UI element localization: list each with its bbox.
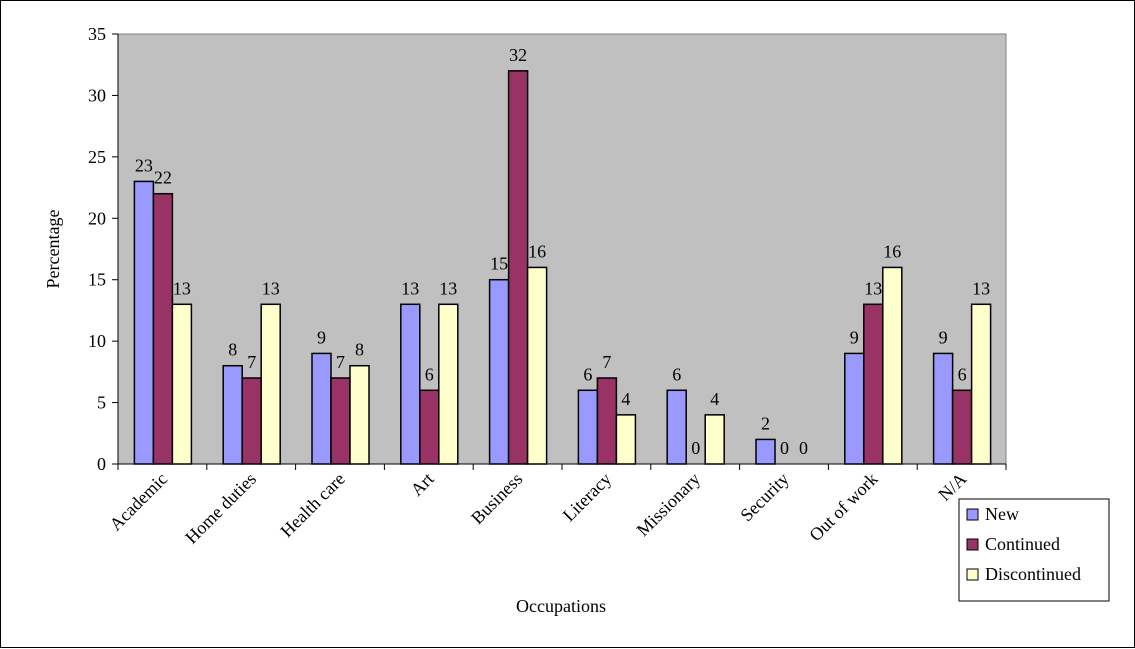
data-label: 13 — [262, 278, 280, 298]
bar-continued-out-of-work — [863, 303, 884, 465]
bar-new-art — [400, 303, 421, 465]
bar-continued-n-a — [951, 389, 973, 465]
data-label: 8 — [228, 340, 237, 360]
y-tick-label: 30 — [88, 85, 106, 105]
bar-continued-literacy — [596, 377, 618, 465]
bar-discontinued-academic — [171, 303, 193, 465]
legend-box — [958, 498, 1110, 602]
y-tick-labels: 0 5 10 15 20 25 30 35 — [88, 24, 106, 474]
data-label: 32 — [509, 45, 527, 65]
bar-new-home-duties — [222, 364, 243, 465]
bars-group — [133, 70, 992, 465]
data-label: 0 — [780, 438, 789, 458]
bar-new-missionary — [666, 389, 687, 465]
data-label: 13 — [972, 278, 990, 298]
legend-label-continued: Continued — [985, 534, 1060, 554]
data-label: 13 — [439, 278, 457, 298]
data-label: 9 — [850, 327, 859, 347]
bar-discontinued-health-care — [349, 364, 370, 465]
y-tick-label: 5 — [97, 393, 106, 413]
y-tick-label: 15 — [88, 270, 106, 290]
data-label: 9 — [939, 327, 948, 347]
y-tick-label: 10 — [88, 331, 106, 351]
x-tick-label: Out of work — [805, 469, 881, 545]
x-tick-label: Academic — [105, 469, 171, 535]
axes-group — [112, 33, 1007, 470]
data-label: 7 — [247, 352, 256, 372]
y-axis-title: Percentage — [43, 210, 63, 289]
data-label: 23 — [135, 155, 153, 175]
y-tick-label: 0 — [97, 454, 106, 474]
x-tick-label: Art — [407, 469, 438, 500]
x-tick-labels: Academic Home duties Health care Art Busines… — [105, 469, 970, 548]
x-tick-label: Health care — [276, 469, 348, 541]
x-tick-label: Literacy — [559, 469, 616, 526]
legend-label-new: New — [985, 504, 1019, 524]
y-tick-label: 35 — [88, 24, 106, 44]
y-tick-label: 25 — [88, 147, 106, 167]
data-label: 13 — [864, 278, 882, 298]
data-label: 0 — [799, 438, 808, 458]
bar-continued-business — [507, 70, 529, 465]
bar-new-health-care — [311, 352, 332, 465]
bar-discontinued-business — [526, 266, 548, 465]
data-label: 22 — [154, 168, 172, 188]
data-label: 7 — [336, 352, 345, 372]
data-label: 6 — [958, 364, 967, 384]
bar-discontinued-missionary — [704, 414, 725, 465]
data-label: 7 — [602, 352, 611, 372]
bar-new-business — [488, 278, 510, 465]
bar-discontinued-n-a — [970, 303, 992, 465]
legend-swatch-continued — [966, 538, 979, 551]
x-tick-label: Business — [467, 469, 526, 528]
bar-new-out-of-work — [844, 352, 865, 465]
x-tick-label: Home duties — [181, 469, 260, 548]
data-label: 16 — [883, 241, 901, 261]
bar-new-literacy — [577, 389, 599, 465]
data-label: 16 — [528, 241, 546, 261]
data-label: 8 — [355, 340, 364, 360]
legend-swatch-new — [966, 508, 979, 521]
bar-discontinued-literacy — [615, 414, 637, 465]
bar-discontinued-out-of-work — [882, 266, 903, 465]
bar-continued-academic — [152, 192, 174, 465]
x-axis-title: Occupations — [516, 596, 606, 616]
data-label: 13 — [173, 278, 191, 298]
data-label: 0 — [691, 438, 700, 458]
bar-continued-health-care — [330, 377, 351, 465]
legend-label-discontinued: Discontinued — [985, 564, 1081, 584]
data-label: 4 — [621, 389, 630, 409]
legend-swatch-discontinued — [966, 568, 979, 581]
x-tick-label: Security — [736, 469, 793, 526]
data-label: 2 — [761, 413, 770, 433]
data-label: 4 — [710, 389, 719, 409]
data-label: 6 — [583, 364, 592, 384]
y-tick-label: 20 — [88, 208, 106, 228]
data-label: 6 — [425, 364, 434, 384]
bar-new-security — [755, 438, 776, 465]
bar-continued-art — [419, 389, 440, 465]
bar-discontinued-art — [438, 303, 459, 465]
bar-continued-home-duties — [241, 377, 262, 465]
data-label: 9 — [317, 327, 326, 347]
data-label: 6 — [672, 364, 681, 384]
bar-discontinued-home-duties — [260, 303, 281, 465]
x-tick-label: Missionary — [633, 469, 704, 540]
data-label: 13 — [401, 278, 419, 298]
bar-new-n-a — [932, 352, 954, 465]
bar-new-academic — [133, 180, 155, 465]
legend: New Continued Discontinued — [958, 498, 1110, 602]
data-label: 15 — [490, 254, 508, 274]
